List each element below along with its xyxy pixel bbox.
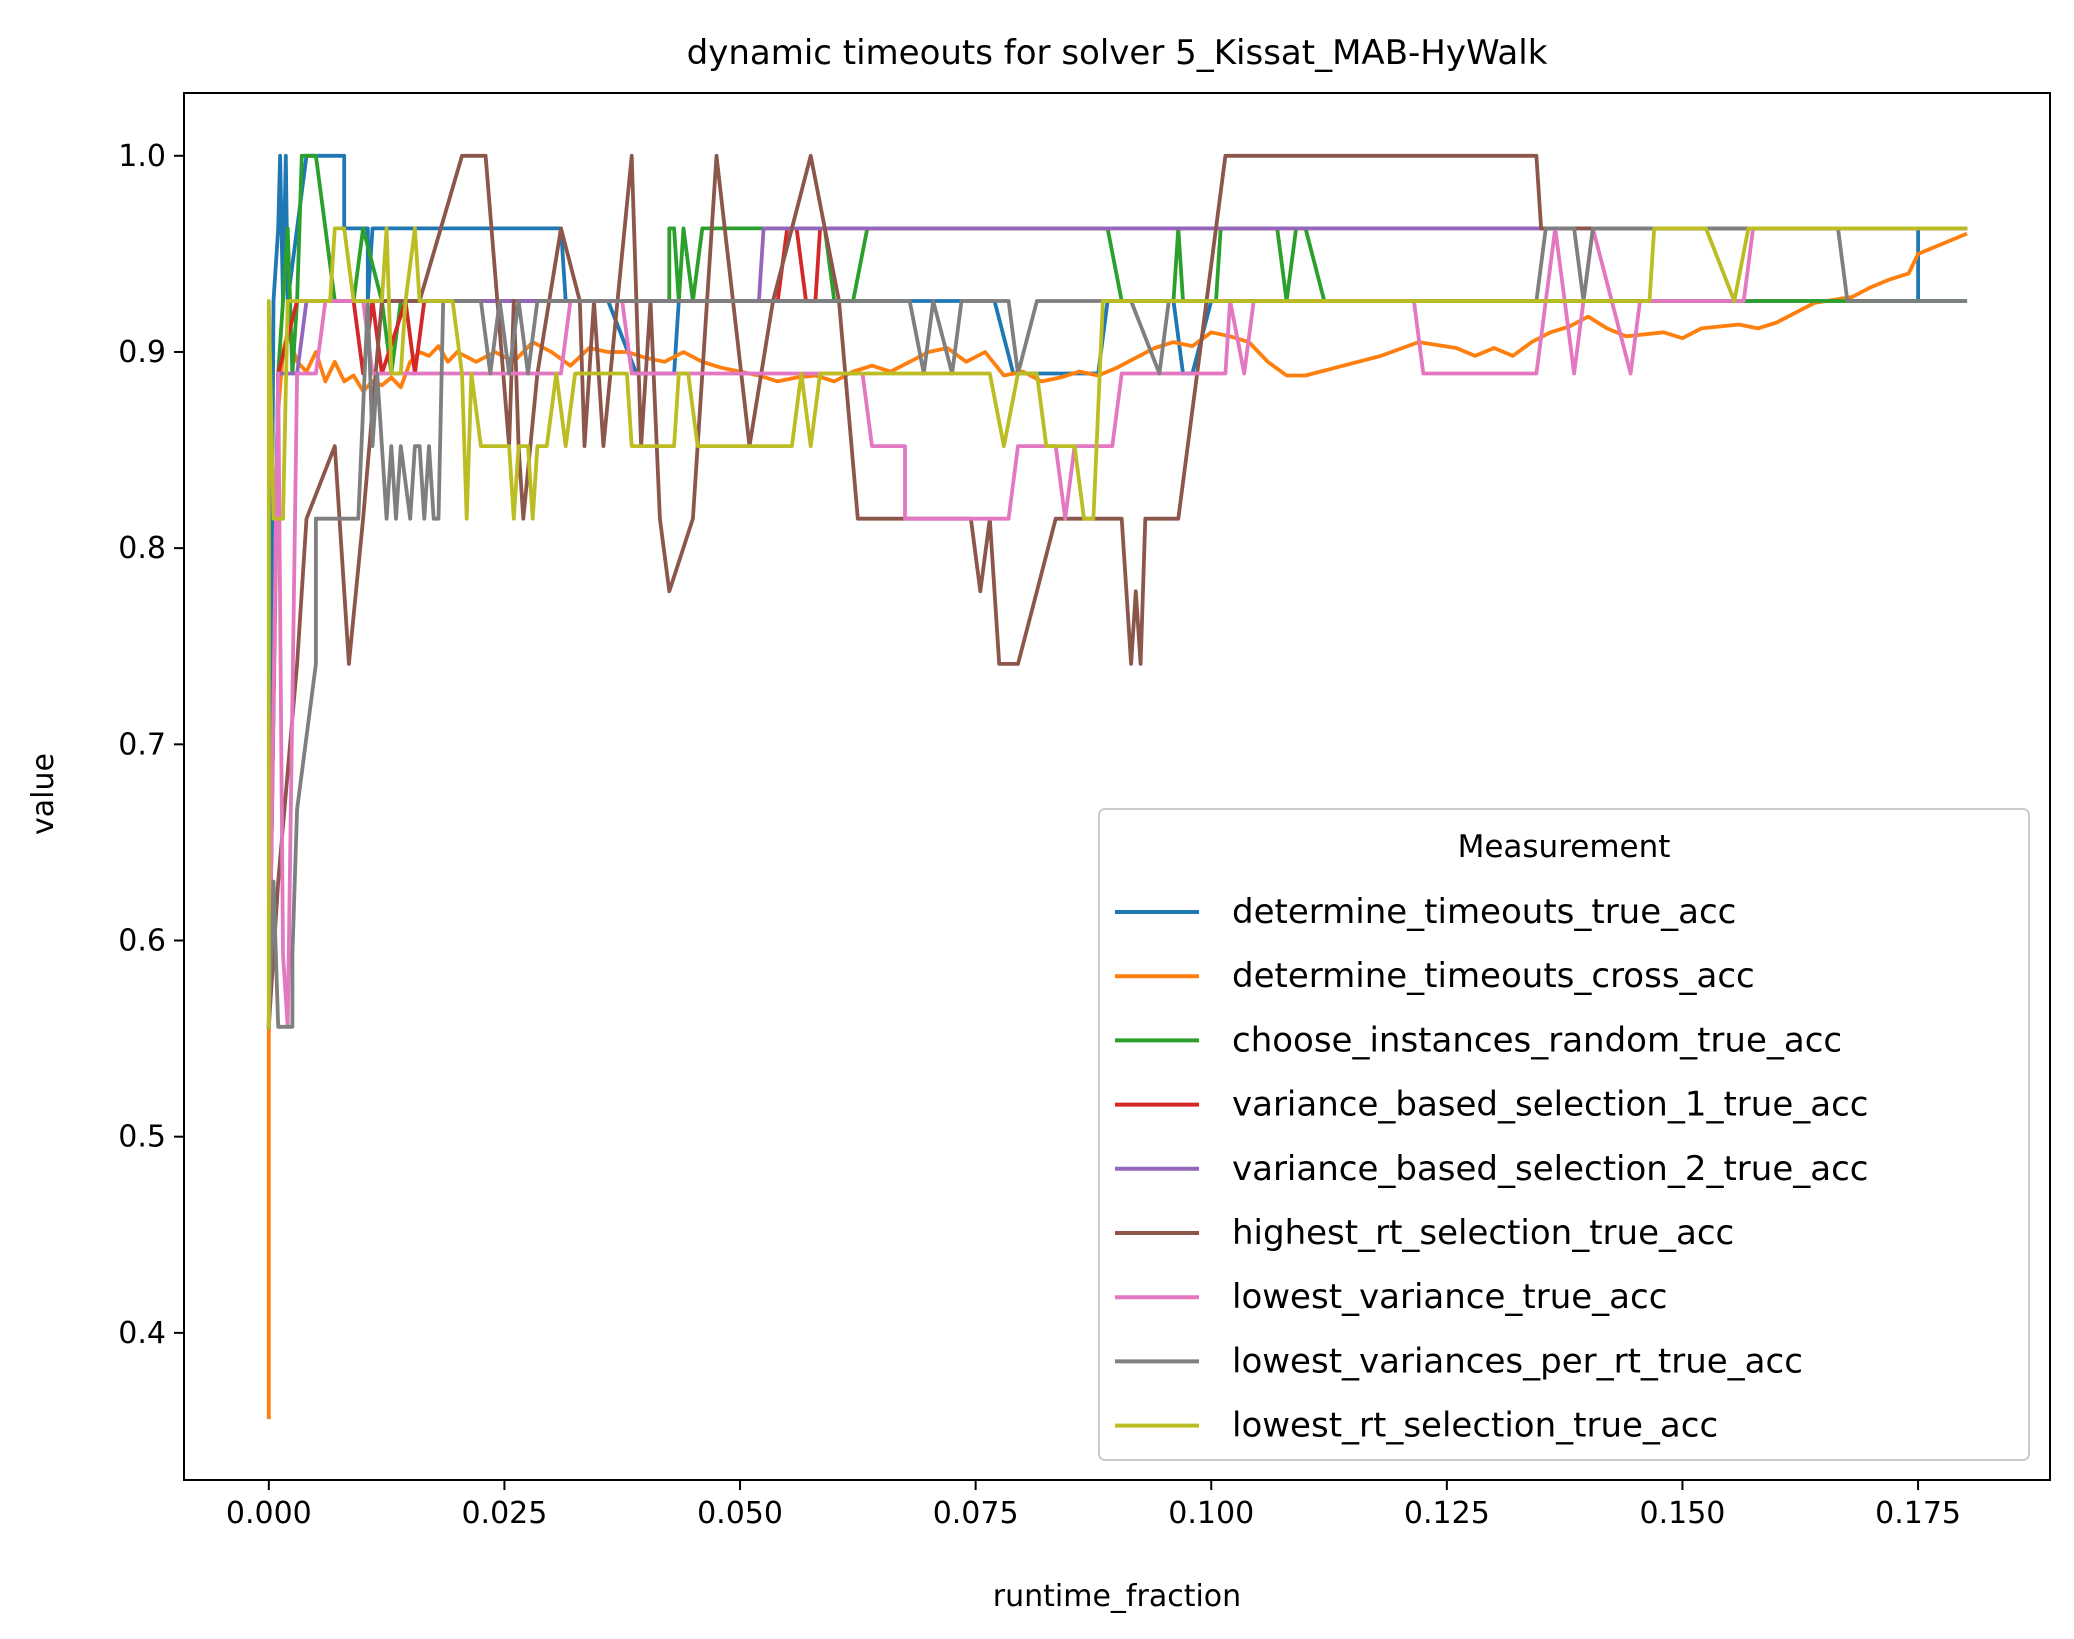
y-tick-label: 1.0 bbox=[118, 139, 166, 174]
x-tick-label: 0.125 bbox=[1404, 1496, 1490, 1531]
series-line-lowest-variances-per-rt-true-acc bbox=[266, 226, 1968, 1029]
y-tick-label: 0.6 bbox=[118, 924, 166, 959]
legend-items: determine_timeouts_true_acc determine_tim… bbox=[1115, 892, 1868, 1446]
series-line-choose-instances-random-true-acc bbox=[266, 153, 1968, 1029]
x-tick-label: 0.100 bbox=[1168, 1496, 1254, 1531]
series-layer bbox=[266, 153, 1968, 1420]
y-tick-label: 0.8 bbox=[118, 531, 166, 566]
y-axis: 0.4 0.5 0.6 0.7 0.8 0.9 1.0 bbox=[118, 139, 184, 1351]
y-tick-label: 0.4 bbox=[118, 1316, 166, 1351]
x-tick-label: 0.150 bbox=[1640, 1496, 1726, 1531]
legend-title: Measurement bbox=[1458, 829, 1671, 865]
x-axis: 0.000 0.025 0.050 0.075 0.100 0.125 0.150 0.175 bbox=[226, 1480, 1961, 1531]
y-tick-label: 0.5 bbox=[118, 1120, 166, 1155]
x-tick-label: 0.025 bbox=[461, 1496, 547, 1531]
plot-frame bbox=[183, 92, 2051, 1481]
legend-label: variance_based_selection_2_true_acc bbox=[1232, 1149, 1868, 1189]
y-tick-label: 0.7 bbox=[118, 727, 166, 762]
legend-box bbox=[1098, 808, 2030, 1461]
legend-label: variance_based_selection_1_true_acc bbox=[1232, 1085, 1868, 1125]
legend-label: choose_instances_random_true_acc bbox=[1232, 1020, 1842, 1060]
series-line-highest-rt-selection-true-acc bbox=[266, 153, 1968, 1029]
legend: Measurement determine_timeouts_true_accd… bbox=[1098, 808, 2030, 1461]
y-tick-label: 0.9 bbox=[118, 335, 166, 370]
x-axis-label: runtime_fraction bbox=[993, 1579, 1241, 1614]
legend-label: lowest_variances_per_rt_true_acc bbox=[1232, 1341, 1803, 1381]
x-tick-label: 0.175 bbox=[1875, 1496, 1961, 1531]
legend-label: lowest_variance_true_acc bbox=[1232, 1277, 1667, 1317]
series-line-lowest-variance-true-acc bbox=[266, 226, 1968, 1029]
chart-title: dynamic timeouts for solver 5_Kissat_MAB… bbox=[687, 33, 1548, 73]
plot-area bbox=[183, 92, 2051, 1481]
legend-label: highest_rt_selection_true_acc bbox=[1232, 1213, 1734, 1253]
legend-label: lowest_rt_selection_true_acc bbox=[1232, 1406, 1718, 1446]
x-tick-label: 0.075 bbox=[933, 1496, 1019, 1531]
x-tick-label: 0.050 bbox=[697, 1496, 783, 1531]
legend-label: determine_timeouts_cross_acc bbox=[1232, 956, 1755, 996]
legend-label: determine_timeouts_true_acc bbox=[1232, 892, 1736, 932]
x-tick-label: 0.000 bbox=[226, 1496, 312, 1531]
series-line-lowest-rt-selection-true-acc bbox=[266, 226, 1968, 1029]
y-axis-label: value bbox=[26, 753, 61, 835]
